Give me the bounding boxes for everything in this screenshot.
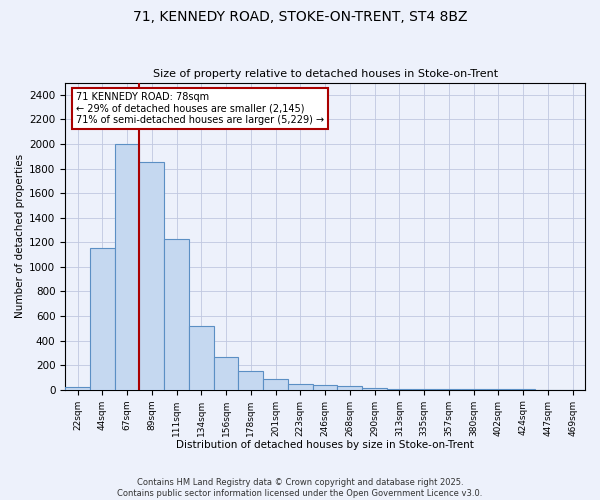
- X-axis label: Distribution of detached houses by size in Stoke-on-Trent: Distribution of detached houses by size …: [176, 440, 474, 450]
- Title: Size of property relative to detached houses in Stoke-on-Trent: Size of property relative to detached ho…: [152, 69, 497, 79]
- Bar: [337, 386, 362, 390]
- Bar: [436, 389, 461, 390]
- Text: 71, KENNEDY ROAD, STOKE-ON-TRENT, ST4 8BZ: 71, KENNEDY ROAD, STOKE-ON-TRENT, ST4 8B…: [133, 10, 467, 24]
- Bar: [214, 356, 238, 390]
- Bar: [313, 386, 337, 390]
- Bar: [238, 370, 263, 390]
- Bar: [115, 144, 139, 390]
- Bar: [90, 248, 115, 390]
- Bar: [164, 239, 189, 390]
- Bar: [263, 380, 288, 390]
- Bar: [362, 388, 387, 390]
- Text: 71 KENNEDY ROAD: 78sqm
← 29% of detached houses are smaller (2,145)
71% of semi-: 71 KENNEDY ROAD: 78sqm ← 29% of detached…: [76, 92, 323, 125]
- Y-axis label: Number of detached properties: Number of detached properties: [15, 154, 25, 318]
- Bar: [139, 162, 164, 390]
- Bar: [65, 386, 90, 390]
- Bar: [288, 384, 313, 390]
- Bar: [387, 388, 412, 390]
- Bar: [189, 326, 214, 390]
- Text: Contains HM Land Registry data © Crown copyright and database right 2025.
Contai: Contains HM Land Registry data © Crown c…: [118, 478, 482, 498]
- Bar: [412, 389, 436, 390]
